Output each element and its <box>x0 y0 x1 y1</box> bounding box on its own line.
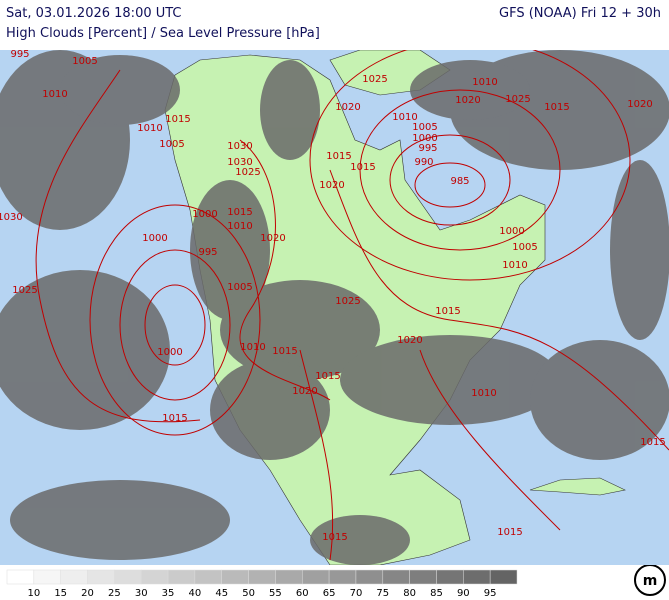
isobar-label: 1020 <box>397 335 422 346</box>
isobar-label: 1030 <box>227 157 252 168</box>
isobar-label: 1020 <box>260 233 285 244</box>
legend-swatch <box>6 569 35 585</box>
isobar-label: 1015 <box>165 114 190 125</box>
isobar-label: 1020 <box>455 95 480 106</box>
isobar-label: 1000 <box>142 233 167 244</box>
legend-swatch <box>194 569 222 585</box>
isobar-label: 1020 <box>335 102 360 113</box>
legend-label: 75 <box>376 588 389 599</box>
legend-swatch <box>328 569 357 585</box>
isobar-label: 1010 <box>137 123 162 134</box>
legend-label: 70 <box>350 588 363 599</box>
isobar-label: 1015 <box>435 306 460 317</box>
legend-label: 55 <box>269 588 282 599</box>
isobar-label: 1015 <box>322 532 347 543</box>
isobar-label: 985 <box>450 176 469 187</box>
legend-swatch <box>489 569 518 585</box>
isobar-label: 1015 <box>640 437 665 448</box>
legend-label: 95 <box>484 588 497 599</box>
map: 9951005101010101005101510301030102510301… <box>0 50 669 565</box>
isobar-label: 1030 <box>0 212 23 223</box>
isobar-label: 1020 <box>627 99 652 110</box>
legend-label: 50 <box>242 588 255 599</box>
legend-label: 15 <box>54 588 67 599</box>
isobar-label: 1010 <box>42 89 67 100</box>
legend-swatch <box>140 569 169 585</box>
legend-swatch <box>60 569 88 585</box>
isobars <box>35 50 669 561</box>
subtitle: High Clouds [Percent] / Sea Level Pressu… <box>6 26 320 41</box>
isobar-label: 1010 <box>392 112 417 123</box>
legend-swatch <box>33 569 61 585</box>
legend-label: 45 <box>215 588 228 599</box>
legend-swatch <box>409 569 437 585</box>
isobar-label: 1010 <box>227 221 252 232</box>
legend-label: 35 <box>162 588 175 599</box>
isobar-label: 1010 <box>472 77 497 88</box>
isobar-label: 1030 <box>227 141 252 152</box>
isobar-label: 1005 <box>159 139 184 150</box>
legend-swatch <box>248 569 276 585</box>
isobar-label: 1015 <box>544 102 569 113</box>
isobar-label: 1005 <box>227 282 252 293</box>
isobar-label: 1010 <box>471 388 496 399</box>
logo <box>634 565 666 596</box>
isobar-label: 1005 <box>512 242 537 253</box>
legend-label: 20 <box>81 588 94 599</box>
isobar-label: 990 <box>414 157 433 168</box>
legend-label: 60 <box>296 588 309 599</box>
isobar-label: 1025 <box>335 296 360 307</box>
legend-swatch <box>463 569 491 585</box>
legend: m 10 15 20 25 30 35 40 45 50 55 60 65 70 75 80 85 90 95 <box>6 565 666 599</box>
legend-swatch <box>436 569 464 585</box>
isobar-label: 1025 <box>235 167 260 178</box>
isobar-label: 1000 <box>412 133 437 144</box>
isobar-label: 1010 <box>240 342 265 353</box>
isobar-label: 1015 <box>227 207 252 218</box>
legend-label: 90 <box>457 588 470 599</box>
legend-label: 30 <box>135 588 148 599</box>
legend-swatch <box>382 569 410 585</box>
legend-swatch <box>167 569 196 585</box>
legend-swatch <box>87 569 115 585</box>
legend-label: 40 <box>189 588 202 599</box>
logo-mark: m <box>643 573 658 589</box>
isobar-label: 1020 <box>319 180 344 191</box>
legend-label: 10 <box>27 588 40 599</box>
isobar-label: 1015 <box>497 527 522 538</box>
legend-label: 65 <box>323 588 336 599</box>
title-right: GFS (NOAA) Fri 12 + 30h <box>499 6 661 21</box>
isobar-label: 1000 <box>157 347 182 358</box>
legend-label: 85 <box>430 588 443 599</box>
isobar-label: 1000 <box>499 226 524 237</box>
isobar-label: 1005 <box>412 122 437 133</box>
isobar-label: 1025 <box>505 94 530 105</box>
isobar-label: 1015 <box>350 162 375 173</box>
isobar-label: 1015 <box>272 346 297 357</box>
legend-label: 25 <box>108 588 121 599</box>
legend-swatch <box>355 569 384 585</box>
legend-swatch <box>221 569 249 585</box>
isobar-label: 995 <box>198 247 217 258</box>
isobar-label: 1015 <box>315 371 340 382</box>
isobar-label: 1025 <box>362 74 387 85</box>
isobar-label: 1010 <box>502 260 527 271</box>
title-left: Sat, 03.01.2026 18:00 UTC <box>6 6 182 21</box>
isobar-label: 1005 <box>72 56 97 67</box>
legend-label: 80 <box>403 588 416 599</box>
isobar-label: 1015 <box>162 413 187 424</box>
isobar-label: 1000 <box>192 209 217 220</box>
legend-swatch <box>114 569 142 585</box>
isobar-label: 1015 <box>326 151 351 162</box>
legend-swatch <box>302 569 330 585</box>
legend-swatch <box>275 569 303 585</box>
isobar-label: 1025 <box>12 285 37 296</box>
isobar-label: 1020 <box>292 386 317 397</box>
isobar-label: 995 <box>10 50 29 60</box>
isobar-label: 995 <box>418 143 437 154</box>
land <box>529 477 626 496</box>
